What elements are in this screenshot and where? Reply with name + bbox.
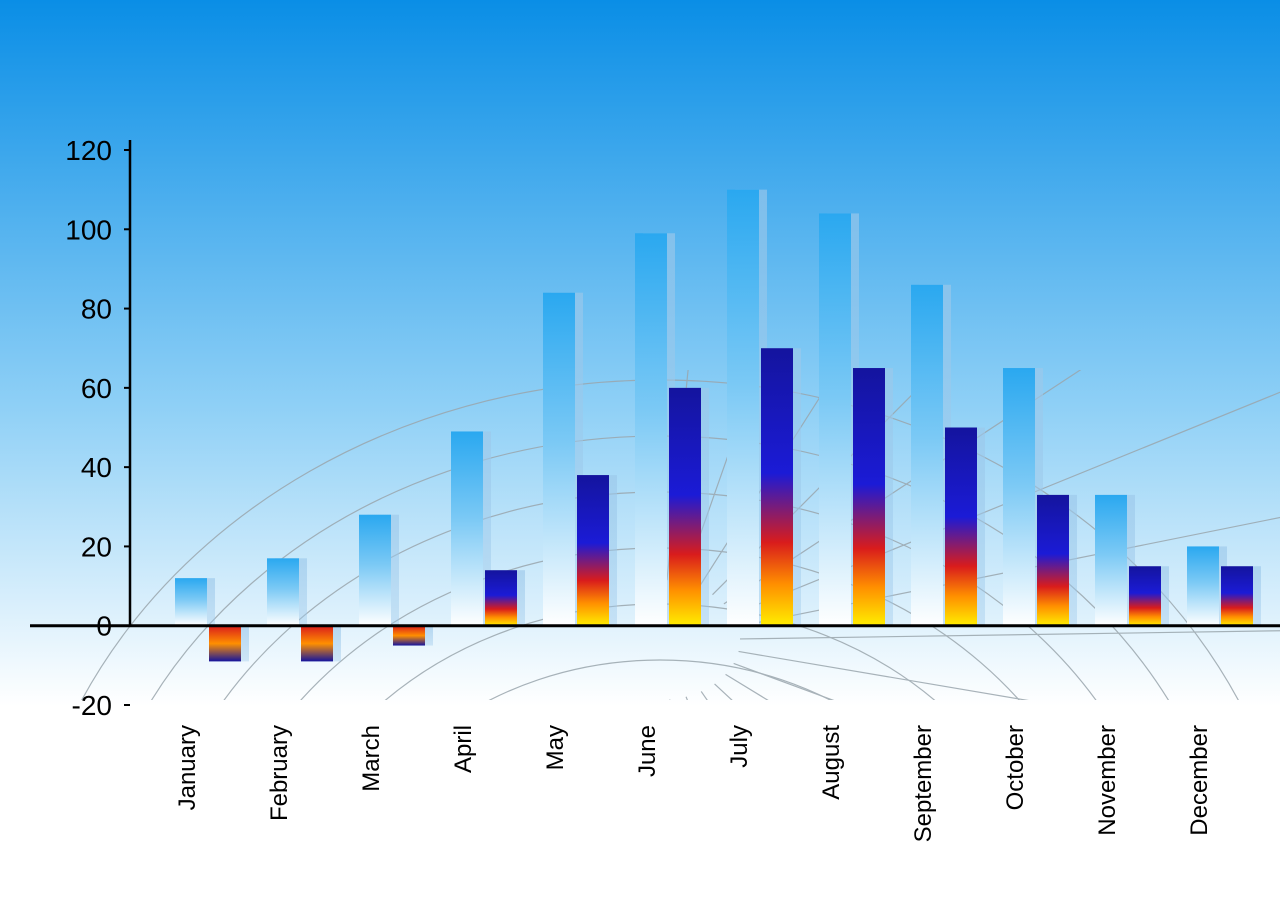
- bar-series-b: [485, 570, 517, 626]
- bar-series-a: [911, 285, 943, 626]
- y-tick-label: 80: [81, 294, 112, 325]
- y-tick-label: 40: [81, 452, 112, 483]
- bar-series-b: [209, 626, 241, 662]
- bar-series-a: [635, 233, 667, 625]
- monthly-bar-chart: -20 0 20 40 60 80 100 120 January February March Ap…: [0, 0, 1280, 905]
- x-category-label: August: [818, 725, 845, 800]
- bar-series-a: [359, 515, 391, 626]
- x-category-label: March: [358, 725, 385, 792]
- bar-series-b: [853, 368, 885, 626]
- bar-series-b: [1037, 495, 1069, 626]
- bar-series-b: [761, 348, 793, 626]
- x-category-label: May: [542, 725, 569, 770]
- x-category-label: February: [266, 725, 293, 821]
- bar-series-a: [1095, 495, 1127, 626]
- bar-series-a: [1187, 546, 1219, 625]
- y-tick-label: -20: [72, 690, 112, 721]
- bar-series-a: [451, 431, 483, 625]
- x-category-label: December: [1186, 725, 1213, 836]
- x-category-label: January: [174, 725, 201, 810]
- y-tick-label: 100: [65, 214, 112, 245]
- x-category-label: June: [634, 725, 661, 777]
- y-tick-label: 120: [65, 135, 112, 166]
- y-tick-label: 0: [96, 611, 112, 642]
- bar-series-a: [175, 578, 207, 626]
- x-category-label: October: [1002, 725, 1029, 810]
- bar-series-b: [393, 626, 425, 646]
- bar-series-b: [945, 428, 977, 626]
- bar-series-b: [577, 475, 609, 626]
- chart-container: -20 0 20 40 60 80 100 120 January February March Ap…: [0, 0, 1280, 905]
- bar-series-a: [267, 558, 299, 625]
- x-category-label: November: [1094, 725, 1121, 836]
- x-category-label: July: [726, 725, 753, 768]
- bar-series-b: [1221, 566, 1253, 625]
- bar-series-a: [819, 213, 851, 625]
- x-category-label: September: [910, 725, 937, 842]
- bar-series-a: [543, 293, 575, 626]
- bar-series-b: [301, 626, 333, 662]
- bar-series-b: [669, 388, 701, 626]
- bar-series-a: [1003, 368, 1035, 626]
- x-category-label: April: [450, 725, 477, 773]
- bar-series-a: [727, 190, 759, 626]
- y-tick-label: 20: [81, 531, 112, 562]
- bar-series-b: [1129, 566, 1161, 625]
- y-tick-label: 60: [81, 373, 112, 404]
